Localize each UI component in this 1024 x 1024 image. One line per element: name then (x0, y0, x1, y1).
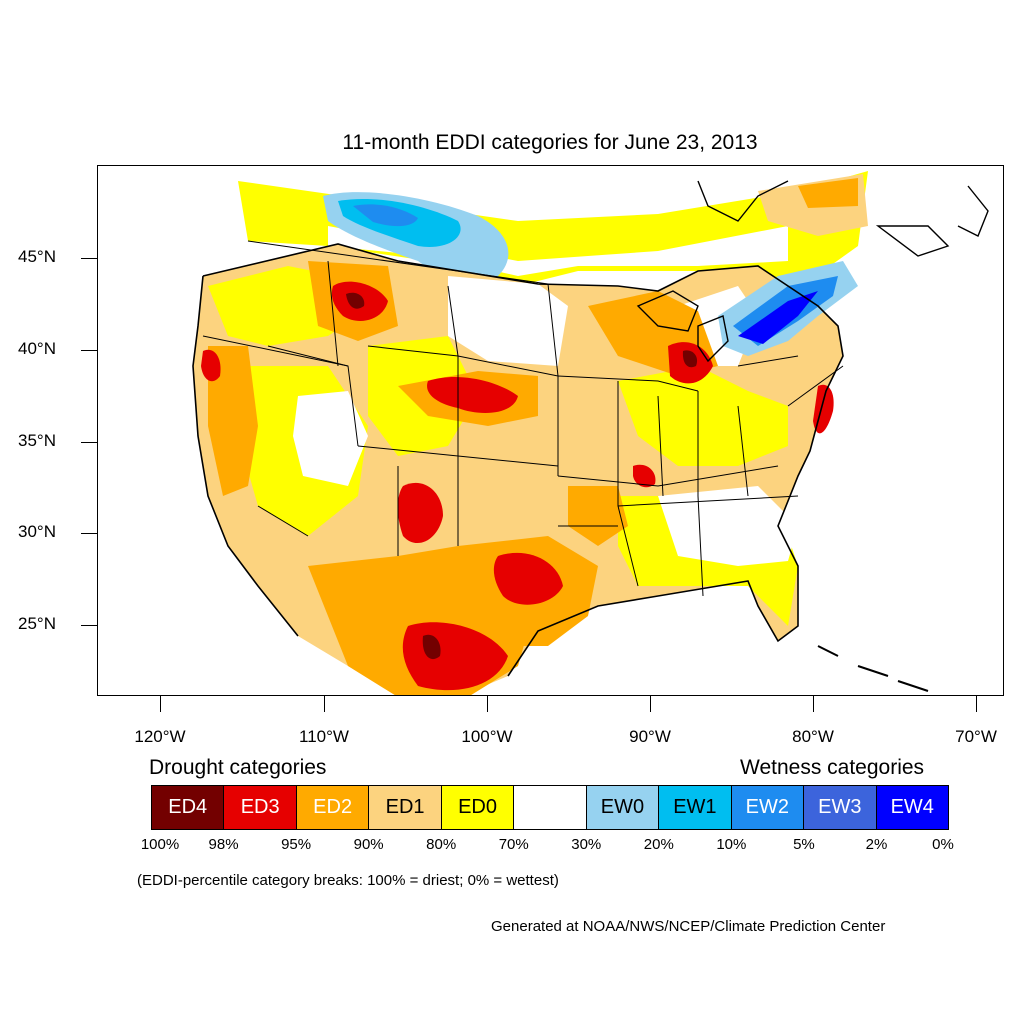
newfoundland-outline (957, 185, 989, 237)
category-note: (EDDI-percentile category breaks: 100% =… (137, 872, 559, 889)
ed3-nebraska (427, 376, 518, 413)
break-label: 20% (643, 836, 674, 853)
lon-tick-80 (813, 696, 814, 712)
wet-area-northeast-core (738, 291, 818, 344)
map-title: 11-month EDDI categories for June 23, 20… (342, 131, 758, 154)
legend-swatch-ed2: ED2 (296, 786, 370, 829)
break-label: 5% (793, 836, 815, 853)
wet-area-north-deep (353, 204, 418, 227)
break-label: 70% (498, 836, 529, 853)
drought-heading: Drought categories (149, 756, 327, 779)
lat-label-35: 35°N (18, 431, 56, 450)
normal-utah (293, 391, 368, 486)
lon-label-80: 80°W (792, 727, 834, 746)
lon-label-100: 100°W (461, 727, 513, 746)
lon-tick-110 (324, 696, 325, 712)
legend-swatch-ed0: ED0 (441, 786, 515, 829)
canada-white (328, 226, 788, 276)
quebec-orange-2 (798, 178, 858, 208)
credit-line: Generated at NOAA/NWS/NCEP/Climate Predi… (491, 918, 886, 935)
legend-swatch-ed1: ED1 (369, 786, 442, 829)
category-legend: ED4 ED3 ED2 ED1 ED0 EW0 EW1 EW2 EW3 EW4 (151, 785, 949, 830)
ed2-texas-east (568, 486, 628, 546)
conus-outline (202, 243, 844, 677)
lat-label-45: 45°N (18, 247, 56, 266)
break-label: 2% (865, 836, 888, 853)
break-label: 0% (932, 836, 954, 853)
ed3-california (201, 349, 221, 382)
break-label: 80% (426, 836, 457, 853)
legend-swatch-ed3: ED3 (224, 786, 297, 829)
hudson-outline (697, 180, 789, 222)
ed3-new-mexico (397, 482, 443, 544)
legend-swatch-ew0: EW0 (586, 786, 660, 829)
break-label: 95% (281, 836, 312, 853)
lat-label-40: 40°N (18, 339, 56, 358)
lon-tick-120 (160, 696, 161, 712)
legend-swatch-ew1: EW1 (659, 786, 732, 829)
wetness-heading: Wetness categories (740, 756, 925, 779)
lat-tick-25 (81, 625, 97, 626)
lat-label-30: 30°N (18, 522, 56, 541)
break-label: 90% (353, 836, 384, 853)
west-coast-outline (192, 275, 299, 637)
break-label: 98% (208, 836, 239, 853)
break-label: 10% (716, 836, 747, 853)
lat-tick-30 (81, 533, 97, 534)
lon-tick-70 (976, 696, 977, 712)
ed4-michigan-core (682, 350, 698, 368)
ed4-montana-core (346, 292, 365, 309)
ed3-tennessee (633, 464, 656, 488)
lon-tick-100 (487, 696, 488, 712)
lat-tick-40 (81, 350, 97, 351)
normal-southeast (658, 486, 798, 566)
lon-label-90: 90°W (629, 727, 671, 746)
legend-swatch-ed4: ED4 (152, 786, 225, 829)
caribbean-islands (817, 645, 929, 692)
legend-swatch-ew3: EW3 (804, 786, 877, 829)
normal-dakotas (448, 276, 568, 366)
ed2-west-coast (208, 346, 258, 496)
ed4-mexico-core (422, 634, 441, 660)
great-lakes-outline (636, 290, 729, 363)
eddi-map (192, 171, 989, 695)
lon-label-110: 110°W (299, 727, 349, 746)
ed3-texas (493, 552, 563, 605)
map-panel (97, 165, 1004, 696)
lat-tick-45 (81, 258, 97, 259)
lon-label-70: 70°W (955, 727, 997, 746)
lat-tick-35 (81, 442, 97, 443)
lat-label-25: 25°N (18, 614, 56, 633)
break-label: 30% (571, 836, 602, 853)
legend-swatch-normal (514, 786, 587, 829)
legend-swatch-ew2: EW2 (731, 786, 805, 829)
break-label: 100% (140, 836, 180, 853)
lon-tick-90 (650, 696, 651, 712)
nova-scotia-outline (875, 225, 950, 257)
lon-label-120: 120°W (134, 727, 186, 746)
legend-swatch-ew4: EW4 (876, 786, 948, 829)
